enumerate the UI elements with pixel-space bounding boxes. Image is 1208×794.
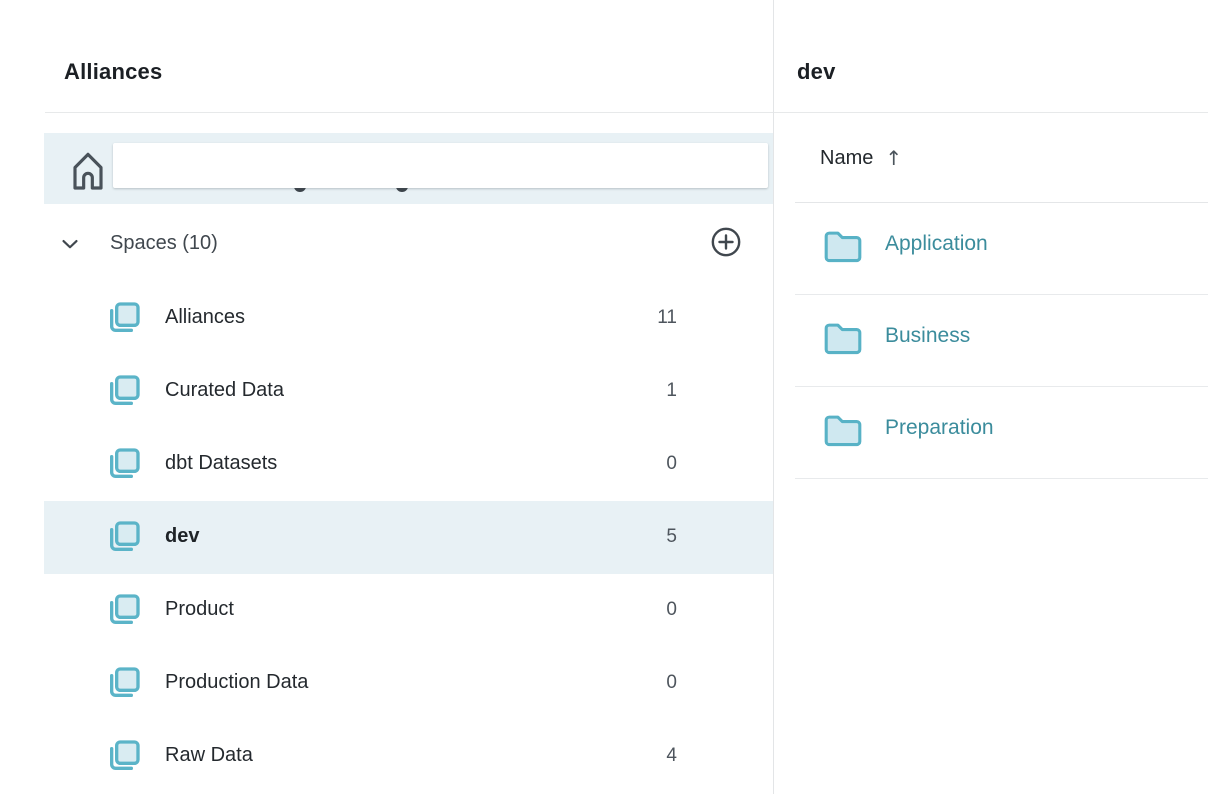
sidebar-item-production-data[interactable]: Production Data 0 (44, 647, 774, 720)
space-count: 4 (666, 745, 677, 766)
folder-link-preparation[interactable]: Preparation (885, 416, 994, 439)
table-row-application[interactable]: Application (795, 202, 1208, 295)
space-icon (104, 444, 144, 489)
sidebar-item-dev[interactable]: dev 5 (44, 501, 774, 574)
table-header-divider (795, 202, 1208, 203)
space-icon (104, 663, 144, 708)
space-name: Curated Data (165, 379, 284, 401)
folder-icon (822, 321, 864, 362)
spaces-section-label: Spaces (10) (110, 232, 218, 254)
space-name: Production Data (165, 671, 309, 693)
space-name: Product (165, 598, 234, 620)
column-header-label: Name (820, 146, 874, 169)
spaces-section-header[interactable]: Spaces (10) (57, 226, 617, 262)
space-name: dev (165, 525, 200, 547)
space-name: Raw Data (165, 744, 253, 766)
content-panel-title: dev (797, 58, 836, 84)
panel-divider (773, 0, 774, 794)
space-icon (104, 371, 144, 416)
chevron-down-icon[interactable] (57, 231, 83, 262)
folder-link-application[interactable]: Application (885, 232, 988, 255)
space-icon (104, 517, 144, 562)
space-icon (104, 298, 144, 343)
sidebar-item-curated-data[interactable]: Curated Data 1 (44, 355, 774, 428)
space-count: 1 (666, 380, 677, 401)
table-column-header-name[interactable]: Name ↑ (820, 146, 902, 170)
folder-icon (822, 229, 864, 270)
left-panel-title: Alliances (64, 58, 163, 84)
sidebar-item-raw-data[interactable]: Raw Data 4 (44, 720, 774, 793)
add-space-button[interactable] (708, 225, 744, 261)
space-count: 5 (666, 526, 677, 547)
sidebar-item-dbt-datasets[interactable]: dbt Datasets 0 (44, 428, 774, 501)
left-title-divider (45, 112, 773, 113)
space-icon (104, 736, 144, 781)
folder-icon (822, 413, 864, 454)
table-row-business[interactable]: Business (795, 294, 1208, 387)
folder-link-business[interactable]: Business (885, 324, 971, 347)
space-count: 0 (666, 453, 677, 474)
space-name: dbt Datasets (165, 452, 278, 474)
space-count: 0 (666, 599, 677, 620)
space-count: 11 (657, 307, 677, 328)
home-icon (68, 147, 108, 191)
sidebar-item-alliances[interactable]: Alliances 11 (44, 282, 774, 355)
plus-circle-icon (709, 227, 743, 262)
right-title-divider (774, 112, 1208, 113)
home-row[interactable] (44, 133, 774, 204)
space-name: Alliances (165, 306, 246, 328)
sidebar-item-product[interactable]: Product 0 (44, 574, 774, 647)
space-count: 0 (666, 672, 677, 693)
table-row-preparation[interactable]: Preparation (795, 386, 1208, 479)
redaction-box (113, 143, 768, 188)
arrow-up-icon: ↑ (885, 146, 903, 170)
space-icon (104, 590, 144, 635)
